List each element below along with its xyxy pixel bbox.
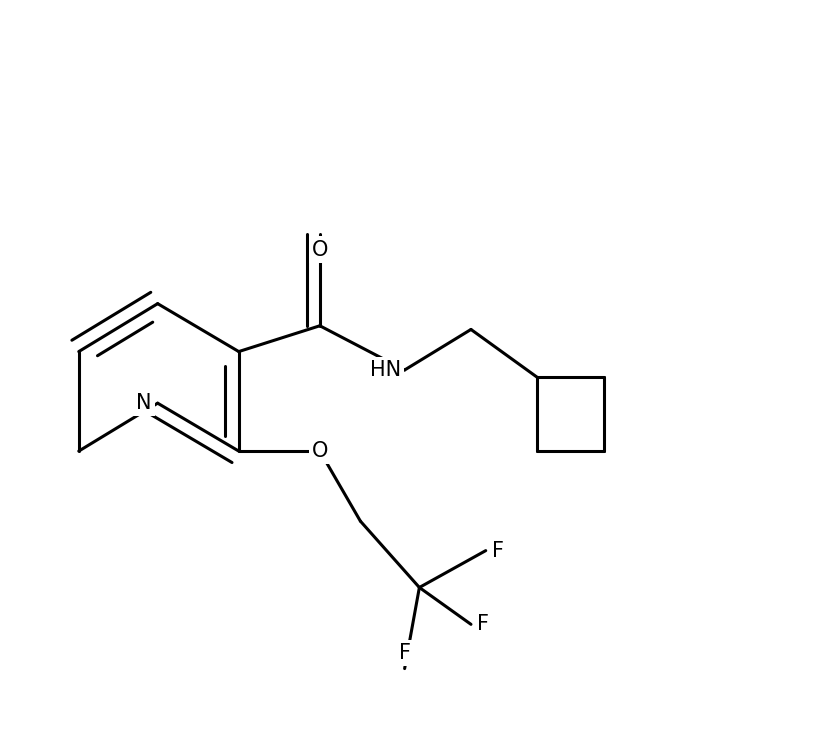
Text: O: O [311,240,328,260]
Text: F: F [399,642,410,663]
Text: O: O [311,441,328,461]
Text: F: F [477,614,489,634]
Text: N: N [136,393,152,413]
Text: HN: HN [370,360,401,380]
Text: F: F [492,541,503,561]
